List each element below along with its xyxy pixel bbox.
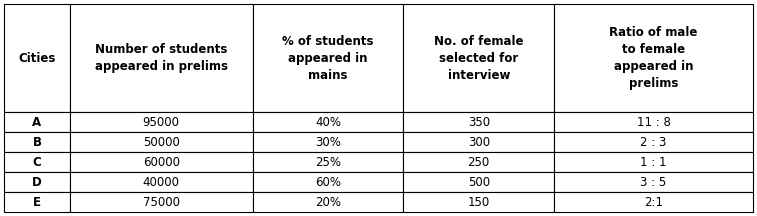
- Bar: [253, 192, 403, 212]
- Text: 40000: 40000: [142, 176, 179, 189]
- Text: 95000: 95000: [142, 116, 179, 129]
- Bar: [403, 192, 554, 212]
- Bar: [554, 132, 753, 152]
- Bar: [554, 192, 753, 212]
- Text: % of students
appeared in
mains: % of students appeared in mains: [282, 35, 374, 82]
- Bar: [403, 112, 554, 132]
- Text: No. of female
selected for
interview: No. of female selected for interview: [434, 35, 524, 82]
- Text: 60%: 60%: [315, 176, 341, 189]
- Bar: [4, 192, 70, 212]
- Text: D: D: [32, 176, 42, 189]
- Text: 350: 350: [468, 116, 490, 129]
- Bar: [403, 4, 554, 112]
- Text: 250: 250: [468, 156, 490, 168]
- Text: A: A: [33, 116, 42, 129]
- Text: 3 : 5: 3 : 5: [640, 176, 667, 189]
- Bar: [253, 4, 403, 112]
- Text: 1 : 1: 1 : 1: [640, 156, 667, 168]
- Bar: [253, 132, 403, 152]
- Text: 25%: 25%: [315, 156, 341, 168]
- Text: C: C: [33, 156, 41, 168]
- Bar: [253, 152, 403, 172]
- Bar: [554, 4, 753, 112]
- Text: Cities: Cities: [18, 52, 55, 65]
- Text: 20%: 20%: [315, 195, 341, 208]
- Bar: [70, 132, 253, 152]
- Text: 150: 150: [468, 195, 490, 208]
- Text: 40%: 40%: [315, 116, 341, 129]
- Bar: [403, 132, 554, 152]
- Bar: [70, 192, 253, 212]
- Text: 50000: 50000: [143, 136, 179, 149]
- Bar: [253, 172, 403, 192]
- Bar: [253, 112, 403, 132]
- Bar: [4, 112, 70, 132]
- Bar: [70, 4, 253, 112]
- Bar: [4, 132, 70, 152]
- Bar: [4, 4, 70, 112]
- Bar: [4, 172, 70, 192]
- Bar: [70, 172, 253, 192]
- Text: 500: 500: [468, 176, 490, 189]
- Text: 2 : 3: 2 : 3: [640, 136, 667, 149]
- Bar: [70, 152, 253, 172]
- Text: B: B: [33, 136, 42, 149]
- Bar: [70, 112, 253, 132]
- Bar: [403, 152, 554, 172]
- Bar: [554, 172, 753, 192]
- Text: Ratio of male
to female
appeared in
prelims: Ratio of male to female appeared in prel…: [609, 26, 698, 90]
- Text: 75000: 75000: [142, 195, 179, 208]
- Text: E: E: [33, 195, 41, 208]
- Text: 300: 300: [468, 136, 490, 149]
- Bar: [554, 152, 753, 172]
- Text: 60000: 60000: [142, 156, 179, 168]
- Text: Number of students
appeared in prelims: Number of students appeared in prelims: [95, 43, 228, 73]
- Bar: [4, 152, 70, 172]
- Text: 30%: 30%: [315, 136, 341, 149]
- Text: 11 : 8: 11 : 8: [637, 116, 671, 129]
- Bar: [554, 112, 753, 132]
- Text: 2:1: 2:1: [644, 195, 663, 208]
- Bar: [403, 172, 554, 192]
